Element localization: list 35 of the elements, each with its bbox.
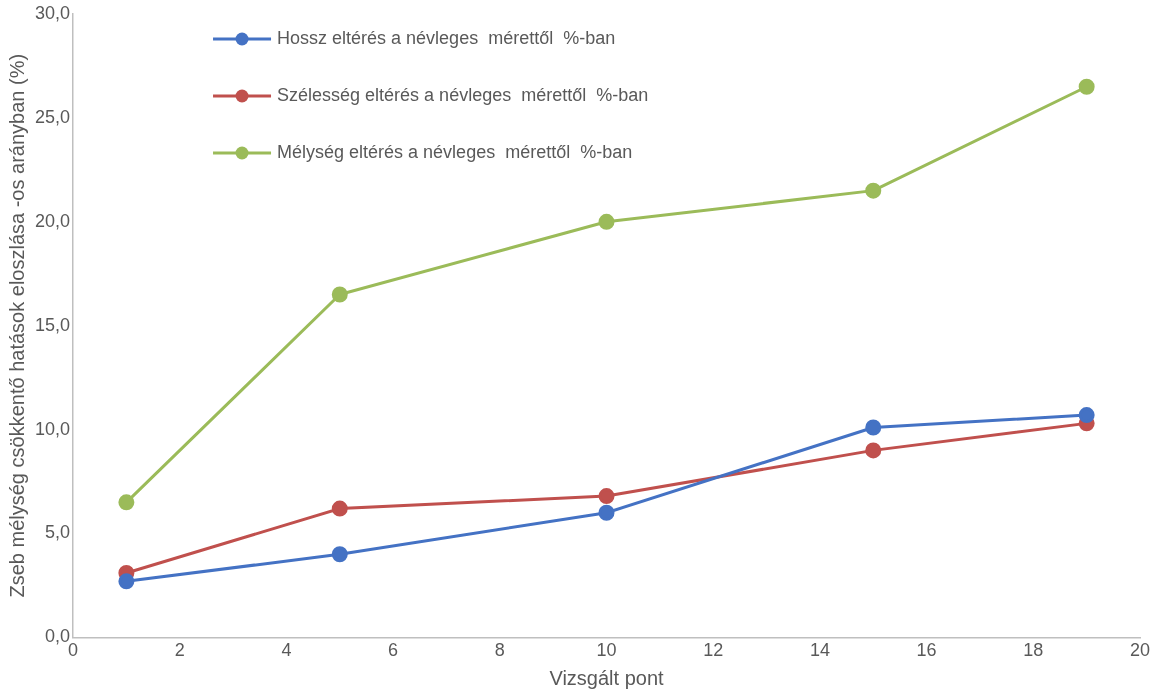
point xyxy=(865,419,882,436)
legend-label: Mélység eltérés a névleges mérettől %-ban xyxy=(277,141,633,162)
x-tick-label: 14 xyxy=(809,640,830,661)
x-tick-label: 20 xyxy=(1129,640,1151,661)
point xyxy=(1078,78,1095,95)
point xyxy=(331,546,348,563)
y-tick-label: 10,0 xyxy=(34,418,71,439)
x-tick-label: 10 xyxy=(596,640,617,661)
legend-label: Hossz eltérés a névleges mérettől %-ban xyxy=(277,27,616,48)
legend-label: Szélesség eltérés a névleges mérettől %-ban xyxy=(277,84,649,105)
x-tick-label: 6 xyxy=(388,640,399,661)
x-tick-label: 12 xyxy=(703,640,724,661)
y-tick-label: 20,0 xyxy=(34,210,71,231)
x-axis-title: Vizsgált pont xyxy=(549,666,665,689)
point xyxy=(865,442,882,459)
point xyxy=(598,504,615,521)
x-tick-label: 2 xyxy=(174,640,185,661)
y-tick-label: 5,0 xyxy=(45,522,71,543)
point xyxy=(331,286,348,303)
y-tick-label: 25,0 xyxy=(34,106,71,127)
point xyxy=(331,500,348,517)
x-tick-label: 16 xyxy=(916,640,937,661)
x-tick-label: 0 xyxy=(68,640,79,661)
point xyxy=(118,494,135,511)
point xyxy=(598,213,615,230)
x-tick-label: 8 xyxy=(494,640,505,661)
y-tick-label: 30,0 xyxy=(34,2,71,23)
y-tick-label: 15,0 xyxy=(34,314,71,335)
point xyxy=(118,573,135,590)
point xyxy=(1078,407,1095,424)
y-axis-title: Zseb mélység csökkentő hatások eloszlása -os arányban (%) xyxy=(5,53,28,598)
point xyxy=(598,488,615,505)
x-tick-label: 18 xyxy=(1023,640,1044,661)
point xyxy=(865,182,882,199)
x-tick-label: 4 xyxy=(281,640,292,661)
